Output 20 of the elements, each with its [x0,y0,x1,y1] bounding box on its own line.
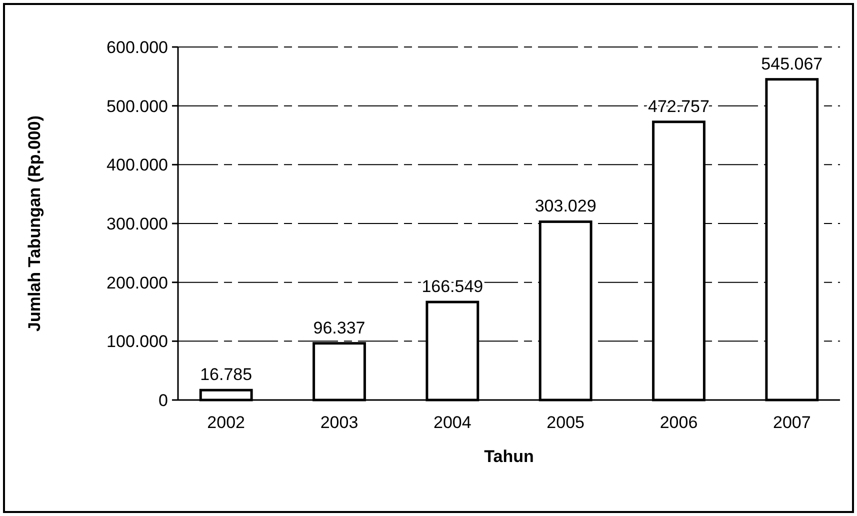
x-tick-label: 2004 [434,413,472,432]
x-tick-label: 2006 [660,413,698,432]
data-label: 166.549 [422,277,484,296]
y-tick-label: 600.000 [106,38,168,57]
x-tick-label: 2007 [772,413,811,432]
x-tick-label: 2003 [320,413,358,432]
y-tick-label: 200.000 [106,273,168,292]
x-tick-label: 2002 [207,413,246,432]
data-label: 16.785 [200,365,252,384]
data-label: 545.067 [761,54,823,74]
x-axis-title: Tahun [484,447,534,466]
y-axis-title: Jumlah Tabungan (Rp.000) [25,116,44,332]
y-tick-label: 400.000 [106,156,168,175]
x-tick-label: 2005 [546,413,584,432]
y-tick-label: 0 [158,390,168,410]
y-tick-label: 500.000 [106,96,168,116]
data-label: 303.029 [534,196,596,216]
data-label: 96.337 [313,318,366,338]
y-tick-label: 300.000 [106,214,168,234]
y-tick-label: 100.000 [106,332,168,352]
